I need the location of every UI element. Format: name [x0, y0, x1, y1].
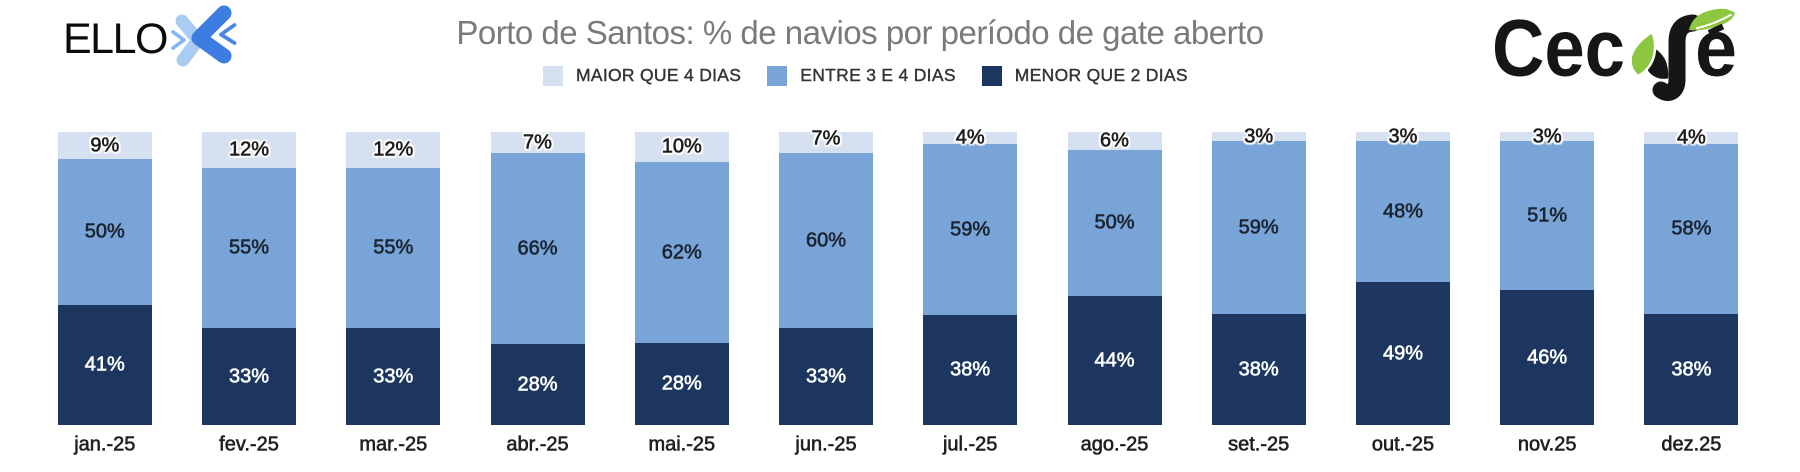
svg-text:Cec: Cec [1492, 4, 1625, 94]
svg-text:e: e [1695, 4, 1737, 94]
